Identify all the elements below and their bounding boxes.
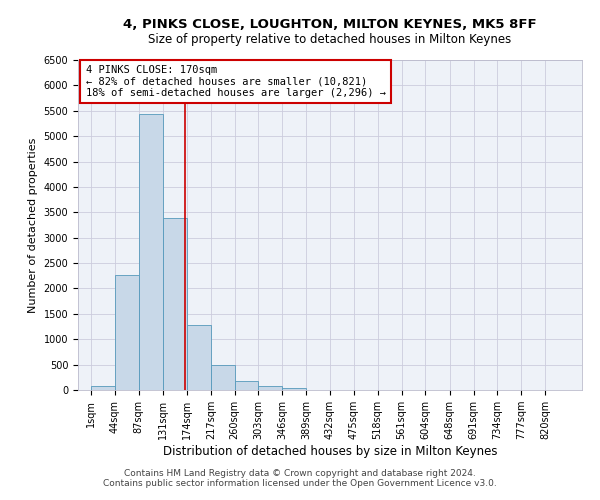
Bar: [259, 386, 283, 390]
Text: Contains public sector information licensed under the Open Government Licence v3: Contains public sector information licen…: [103, 478, 497, 488]
Bar: [211, 365, 235, 390]
Bar: [283, 388, 306, 390]
Bar: [139, 114, 163, 390]
Y-axis label: Number of detached properties: Number of detached properties: [28, 138, 38, 312]
Bar: [115, 275, 139, 390]
X-axis label: Distribution of detached houses by size in Milton Keynes: Distribution of detached houses by size …: [163, 445, 497, 458]
Text: Size of property relative to detached houses in Milton Keynes: Size of property relative to detached ho…: [148, 32, 512, 46]
Bar: [91, 386, 115, 390]
Text: 4 PINKS CLOSE: 170sqm
← 82% of detached houses are smaller (10,821)
18% of semi-: 4 PINKS CLOSE: 170sqm ← 82% of detached …: [86, 65, 386, 98]
Bar: [163, 218, 187, 390]
Text: 4, PINKS CLOSE, LOUGHTON, MILTON KEYNES, MK5 8FF: 4, PINKS CLOSE, LOUGHTON, MILTON KEYNES,…: [123, 18, 537, 30]
Text: Contains HM Land Registry data © Crown copyright and database right 2024.: Contains HM Land Registry data © Crown c…: [124, 468, 476, 477]
Bar: [235, 380, 259, 390]
Bar: [187, 324, 211, 390]
